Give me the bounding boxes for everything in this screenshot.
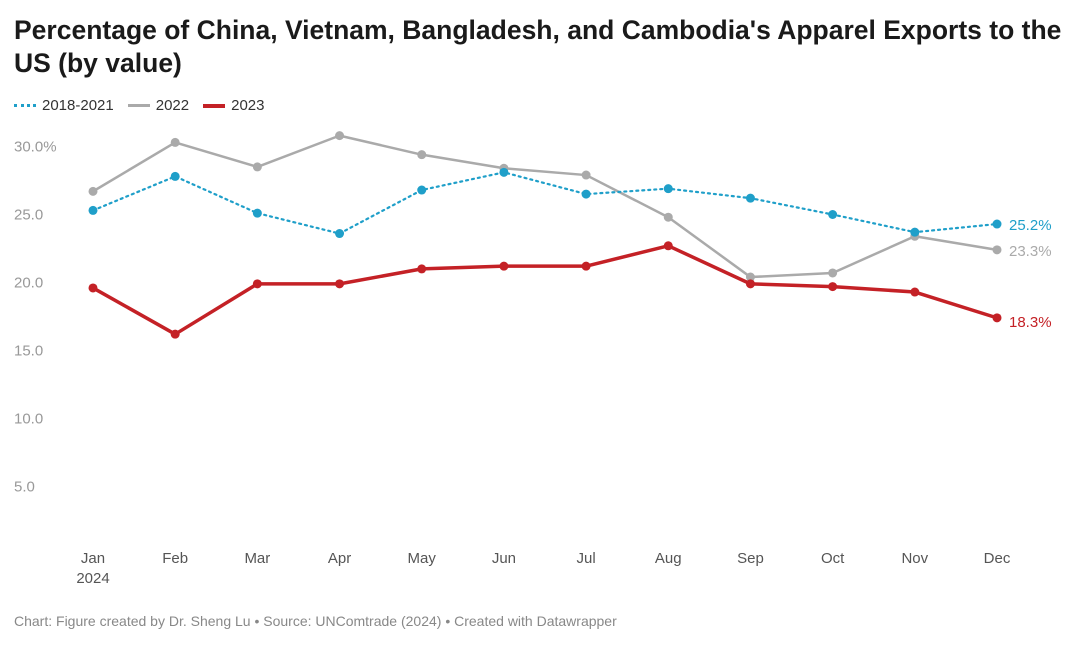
series-line-2022 <box>91 134 999 279</box>
data-point-2022 <box>745 272 755 282</box>
y-tick-label: 5.0 <box>14 479 35 496</box>
data-point-2023 <box>910 287 920 297</box>
data-point-2023 <box>170 329 180 339</box>
y-tick-label: 15.0 <box>14 343 43 360</box>
x-tick-label: Oct <box>821 550 845 567</box>
data-point-2023 <box>252 279 262 289</box>
chart-footer: Chart: Figure created by Dr. Sheng Lu • … <box>14 613 617 629</box>
data-point-2022 <box>88 186 98 196</box>
x-tick-label: Apr <box>328 550 351 567</box>
data-point-2023 <box>417 264 427 274</box>
x-tick-label: Aug <box>655 550 682 567</box>
x-tick-label: Jan <box>81 550 105 567</box>
legend-label-2022: 2022 <box>155 97 190 114</box>
data-point-2018-2021 <box>88 205 98 215</box>
x-tick-label: Feb <box>162 550 188 567</box>
chart-legend: 2018-2021 2022 2023 <box>14 97 264 114</box>
data-point-2022 <box>581 170 591 180</box>
series-line-2023 <box>91 244 999 336</box>
end-label-2022: 23.3% <box>1009 243 1052 260</box>
end-label-2018-2021: 25.2% <box>1009 217 1052 234</box>
data-point-2018-2021 <box>252 208 262 218</box>
data-point-2018-2021 <box>335 229 345 239</box>
end-label-2023: 18.3% <box>1009 314 1052 331</box>
legend-swatch-2023 <box>203 103 226 108</box>
x-tick-label: May <box>408 550 437 567</box>
data-point-2018-2021 <box>170 171 180 181</box>
legend-swatch-2018-2021 <box>14 104 36 107</box>
data-point-2018-2021 <box>417 185 427 195</box>
data-point-2022 <box>992 245 1002 255</box>
data-point-2022 <box>335 131 345 141</box>
data-point-2018-2021 <box>581 189 591 199</box>
data-point-2023 <box>992 313 1002 323</box>
data-point-2023 <box>663 241 673 251</box>
chart-title: Percentage of China, Vietnam, Bangladesh… <box>14 15 1062 78</box>
legend-label-2018-2021: 2018-2021 <box>42 97 114 114</box>
y-tick-label: 10.0 <box>14 411 43 428</box>
x-tick-label: Jul <box>576 550 595 567</box>
legend-item-2018-2021: 2018-2021 <box>14 97 114 114</box>
legend-swatch-2022 <box>127 104 150 107</box>
y-tick-label: 20.0 <box>14 275 43 292</box>
data-point-2018-2021 <box>828 210 838 219</box>
x-tick-label: Nov <box>901 550 928 567</box>
data-point-2023 <box>499 261 509 271</box>
data-point-2022 <box>663 212 673 222</box>
legend-item-2022: 2022 <box>127 97 190 114</box>
series-line-2018-2021 <box>91 171 999 235</box>
data-point-2018-2021 <box>499 167 509 177</box>
data-point-2023 <box>828 282 838 292</box>
data-point-2023 <box>335 279 345 289</box>
data-point-2018-2021 <box>910 227 920 237</box>
data-point-2022 <box>170 137 180 147</box>
x-tick-sublabel: 2024 <box>76 570 109 587</box>
legend-label-2023: 2023 <box>231 97 265 114</box>
y-tick-label: 25.0 <box>14 207 43 224</box>
data-point-2023 <box>88 283 98 293</box>
data-point-2022 <box>417 150 427 160</box>
data-point-2018-2021 <box>745 193 755 203</box>
x-tick-label: Jun <box>492 550 516 567</box>
legend-item-2023: 2023 <box>203 97 264 114</box>
data-point-2022 <box>828 268 838 278</box>
x-tick-label: Sep <box>737 550 764 567</box>
data-point-2023 <box>581 261 591 271</box>
data-point-2018-2021 <box>663 184 673 194</box>
y-tick-label: 30.0% <box>14 139 57 156</box>
x-tick-label: Mar <box>244 550 270 567</box>
x-tick-label: Dec <box>984 550 1011 567</box>
data-point-2023 <box>745 279 755 289</box>
data-point-2018-2021 <box>992 219 1002 229</box>
data-point-2022 <box>252 162 262 172</box>
